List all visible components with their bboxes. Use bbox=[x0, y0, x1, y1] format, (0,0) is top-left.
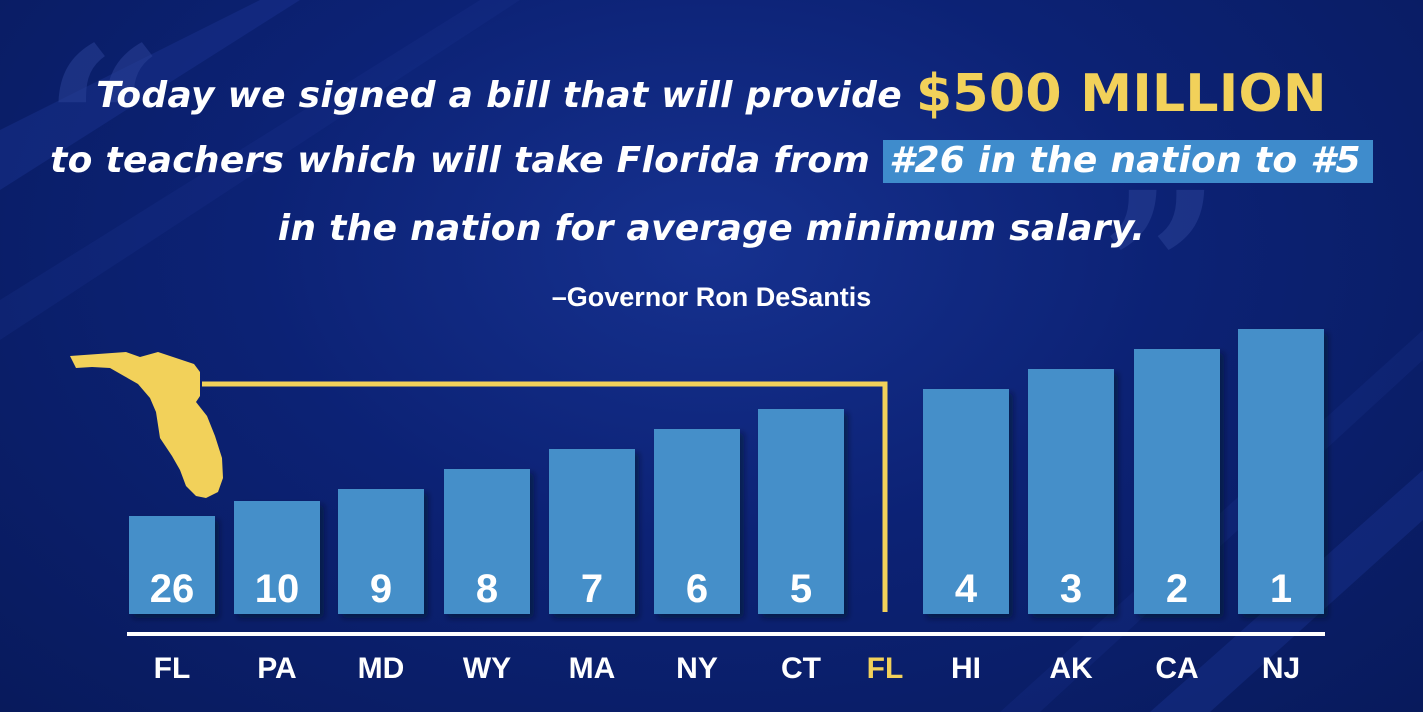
x-tick-label-9: AK bbox=[1049, 652, 1093, 685]
bar-ct-6 bbox=[758, 409, 844, 614]
x-tick-label-11: NJ bbox=[1262, 652, 1300, 685]
x-tick-label-4: MA bbox=[569, 652, 616, 685]
bar-ca-10 bbox=[1134, 349, 1220, 614]
florida-map-shape bbox=[70, 352, 223, 498]
bar-ma-4 bbox=[549, 449, 635, 614]
x-tick-label-3: WY bbox=[463, 652, 511, 685]
quote-amount: $500 MILLION bbox=[915, 64, 1327, 124]
data-label-5: 6 bbox=[686, 567, 708, 611]
x-tick-label-6: CT bbox=[781, 652, 821, 685]
florida-connector-line bbox=[202, 381, 888, 612]
data-label-4: 7 bbox=[581, 567, 603, 611]
x-tick-label-10: CA bbox=[1155, 652, 1198, 685]
x-tick-label-1: PA bbox=[257, 652, 296, 685]
quote-line-2: to teachers which will take Florida from… bbox=[0, 140, 1423, 183]
data-label-0: 26 bbox=[150, 567, 195, 611]
quote-line-3: in the nation for average minimum salary… bbox=[0, 208, 1423, 249]
bar-hi-8 bbox=[923, 389, 1009, 614]
data-label-9: 3 bbox=[1060, 567, 1082, 611]
x-tick-label-0: FL bbox=[154, 652, 191, 685]
quote-line-2-text: to teachers which will take Florida from bbox=[50, 140, 871, 181]
quote-line-1: Today we signed a bill that will provide… bbox=[0, 64, 1423, 124]
bar-ny-5 bbox=[654, 429, 740, 614]
x-tick-label-8: HI bbox=[951, 652, 981, 685]
quote-line-1-text: Today we signed a bill that will provide bbox=[96, 75, 902, 116]
data-label-3: 8 bbox=[476, 567, 498, 611]
attribution: –Governor Ron DeSantis bbox=[551, 282, 872, 312]
data-label-11: 1 bbox=[1270, 567, 1292, 611]
data-label-1: 10 bbox=[255, 567, 300, 611]
close-quote-mark: ” bbox=[1100, 146, 1221, 393]
bar-md-2 bbox=[338, 489, 424, 614]
x-tick-label-2: MD bbox=[358, 652, 405, 685]
bar-ak-9 bbox=[1028, 369, 1114, 614]
data-label-8: 4 bbox=[955, 567, 978, 611]
bar-wy-3 bbox=[444, 469, 530, 614]
data-label-6: 5 bbox=[790, 567, 812, 611]
quote-highlight: #26 in the nation to #5 bbox=[883, 140, 1373, 183]
open-quote-mark: “ bbox=[44, 1, 165, 248]
bar-nj-11 bbox=[1238, 329, 1324, 614]
x-tick-label-5: NY bbox=[676, 652, 718, 685]
quote-line-3-text: in the nation for average minimum salary… bbox=[277, 208, 1146, 249]
bar-fl-0 bbox=[129, 516, 215, 614]
data-label-2: 9 bbox=[370, 567, 392, 611]
x-tick-label-7: FL bbox=[867, 652, 904, 685]
data-label-10: 2 bbox=[1166, 567, 1188, 611]
bar-pa-1 bbox=[234, 501, 320, 614]
